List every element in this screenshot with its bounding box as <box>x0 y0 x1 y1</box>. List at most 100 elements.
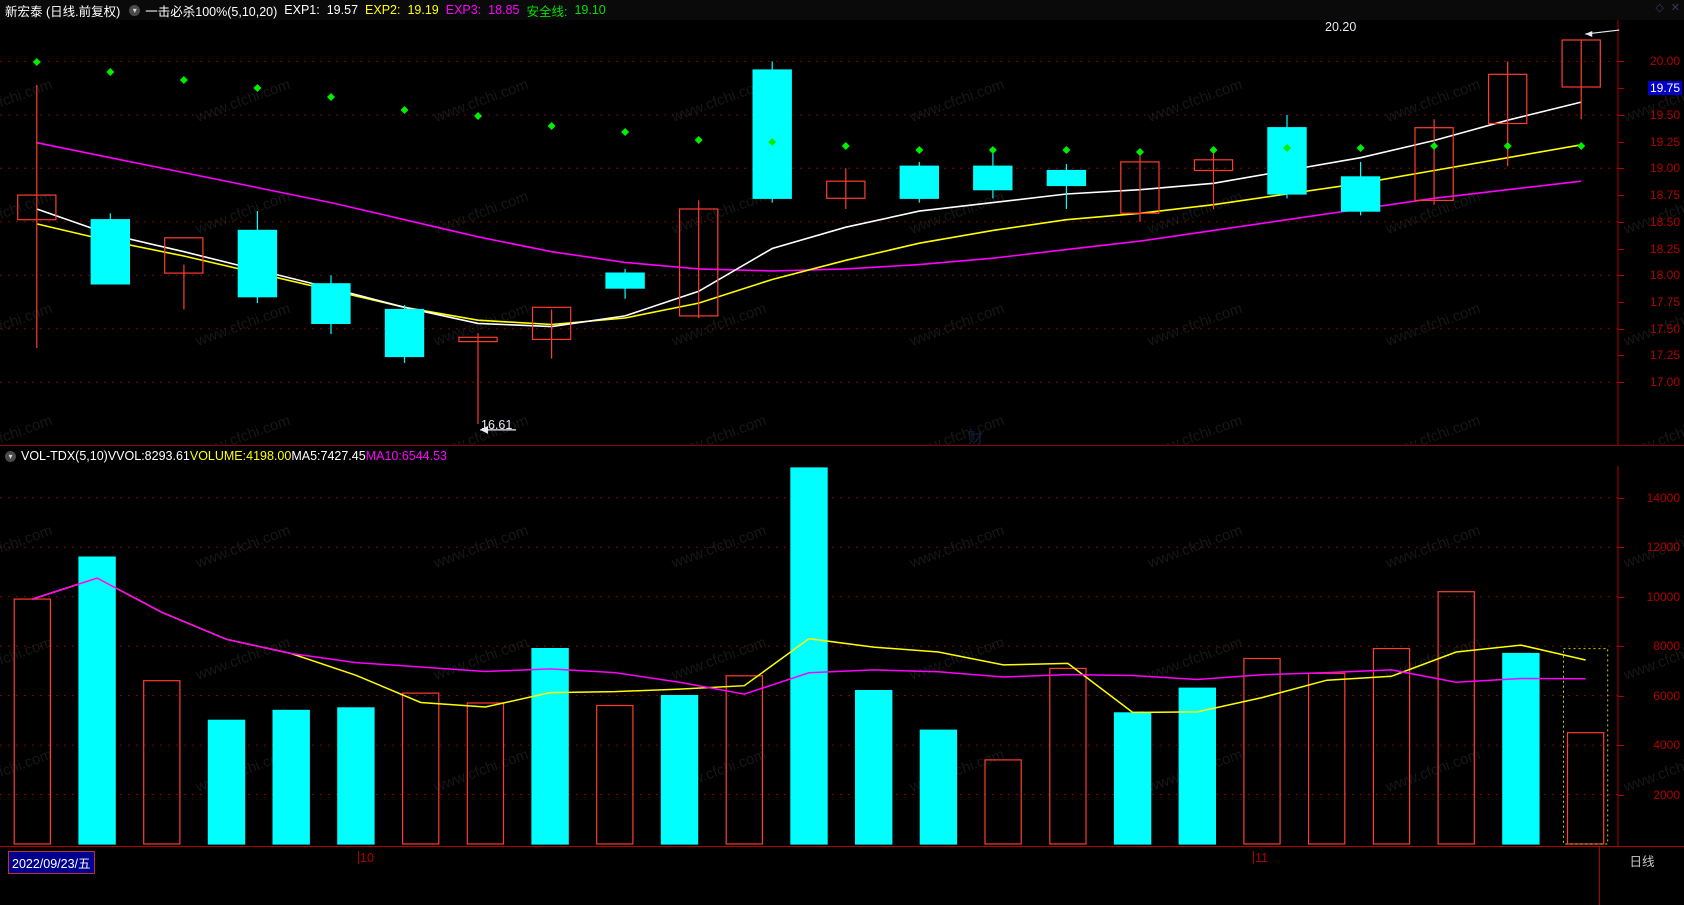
svg-text:www.cfchi.com: www.cfchi.com <box>431 746 531 796</box>
svg-text:www.cfchi.com: www.cfchi.com <box>0 300 55 350</box>
svg-text:www.cfchi.com: www.cfchi.com <box>0 76 55 126</box>
volume-tick-mark <box>1618 547 1624 549</box>
price-tick-mark <box>1618 302 1624 303</box>
window-controls: ◇ ✕ <box>1655 1 1680 14</box>
svg-text:www.cfchi.com: www.cfchi.com <box>907 300 1007 350</box>
svg-text:www.cfchi.com: www.cfchi.com <box>1383 300 1483 350</box>
price-tick-mark <box>1618 168 1624 170</box>
symbol-label[interactable]: 新宏泰 (日线.前复权) <box>5 4 121 19</box>
svg-text:www.cfchi.com: www.cfchi.com <box>1145 412 1245 445</box>
price-tick-mark <box>1618 355 1624 357</box>
exp3-value: 18.85 <box>488 3 520 17</box>
price-tick-17-75: 17.75 <box>1649 295 1680 309</box>
close-icon[interactable]: ✕ <box>1670 2 1680 14</box>
volume-panel-header: ▾ VOL-TDX(5,10) VVOL: 8293.61 VOLUME: 41… <box>0 446 1684 466</box>
volume-label: VOLUME: <box>189 449 247 463</box>
svg-text:www.cfchi.com: www.cfchi.com <box>1383 412 1483 445</box>
svg-text:www.cfchi.com: www.cfchi.com <box>669 300 769 350</box>
volume-tick-12000: 12000 <box>1646 540 1680 555</box>
svg-text:www.cfchi.com: www.cfchi.com <box>1383 188 1483 238</box>
selected-date-label[interactable]: 2022/09/23/五 <box>8 851 95 874</box>
volume-tick-6000: 6000 <box>1653 688 1680 703</box>
indicator-name-label[interactable]: 一击必杀100%(5,10,20) <box>145 4 278 19</box>
price-tick-18-00: 18.00 <box>1649 268 1680 283</box>
safety-line-value: 19.10 <box>574 3 606 17</box>
svg-text:www.cfchi.com: www.cfchi.com <box>1145 522 1245 572</box>
price-tick-mark <box>1618 248 1624 250</box>
chevron-down-icon[interactable]: ▾ <box>5 450 16 462</box>
vol-indicator-name-label[interactable]: VOL-TDX(5,10) <box>21 449 108 463</box>
svg-text:www.cfchi.com: www.cfchi.com <box>193 634 293 684</box>
exp1-value: 19.57 <box>326 3 359 17</box>
ma5-value: 7427.45 <box>320 449 366 463</box>
panel-divider <box>0 445 1684 446</box>
chevron-down-icon[interactable]: ▾ <box>129 4 141 16</box>
price-tick-mark <box>1618 221 1624 223</box>
svg-text:www.cfchi.com: www.cfchi.com <box>193 412 293 445</box>
volume-tick-2000: 2000 <box>1653 787 1680 802</box>
price-tick-18-25: 18.25 <box>1649 241 1680 256</box>
exp1-label: EXP1: <box>284 3 320 17</box>
volume-tick-mark <box>1618 596 1624 598</box>
svg-text:www.cfchi.com: www.cfchi.com <box>1145 188 1245 238</box>
volume-tick-8000: 8000 <box>1653 639 1680 654</box>
price-tick-19-75[interactable]: 19.75 <box>1647 81 1682 96</box>
high-price-annotation: 20.20 <box>1325 20 1357 34</box>
svg-text:www.cfchi.com: www.cfchi.com <box>0 634 55 684</box>
ma10-value: 6544.53 <box>401 449 448 463</box>
price-tick-mark <box>1618 88 1624 90</box>
price-tick-19-00: 19.00 <box>1649 161 1680 176</box>
time-mark-11: 11 <box>1253 851 1268 865</box>
price-chart-panel[interactable]: www.cfchi.com www.cfchi.com www.cfchi.com w… <box>0 20 1684 445</box>
volume-chart-panel[interactable]: www.cfchi.com www.cfchi.com www.cfchi.com w… <box>0 466 1684 846</box>
exp3-label: EXP3: <box>445 3 482 17</box>
price-tick-mark <box>1618 195 1624 197</box>
volume-tick-mark <box>1618 794 1624 796</box>
price-tick-mark <box>1618 275 1624 277</box>
svg-text:www.cfchi.com: www.cfchi.com <box>907 412 1007 445</box>
exp2-value: 19.19 <box>407 3 439 17</box>
svg-text:www.cfchi.com: www.cfchi.com <box>431 188 531 238</box>
price-tick-17-50: 17.50 <box>1649 321 1680 336</box>
svg-text:www.cfchi.com: www.cfchi.com <box>1621 412 1684 445</box>
price-tick-17-25: 17.25 <box>1649 348 1680 363</box>
svg-text:www.cfchi.com: www.cfchi.com <box>431 76 531 126</box>
svg-text:www.cfchi.com: www.cfchi.com <box>669 634 769 684</box>
vvol-label: VVOL: <box>107 449 145 463</box>
price-tick-19-25: 19.25 <box>1649 134 1680 149</box>
price-tick-mark <box>1618 141 1624 143</box>
price-tick-mark <box>1618 114 1624 116</box>
svg-text:www.cfchi.com: www.cfchi.com <box>1383 634 1483 684</box>
ma5-label: MA5: <box>291 449 321 463</box>
diamond-icon[interactable]: ◇ <box>1655 2 1664 14</box>
exp2-label: EXP2: <box>365 3 401 17</box>
svg-text:www.cfchi.com: www.cfchi.com <box>193 300 293 350</box>
price-tick-17-00: 17.00 <box>1649 375 1680 390</box>
low-price-annotation: 16.61 <box>481 418 513 432</box>
safety-line-label: 安全线: <box>526 4 568 19</box>
volume-tick-4000: 4000 <box>1653 738 1680 753</box>
price-tick-20-00: 20.00 <box>1649 54 1680 69</box>
svg-text:www.cfchi.com: www.cfchi.com <box>1145 76 1245 126</box>
volume-tick-mark <box>1618 497 1624 499</box>
price-tick-mark <box>1618 328 1624 330</box>
price-tick-mark <box>1618 61 1624 63</box>
svg-text:www.cfchi.com: www.cfchi.com <box>0 746 55 796</box>
price-panel-header: 新宏泰 (日线.前复权) ▾ 一击必杀100%(5,10,20) EXP1: 1… <box>0 0 1684 20</box>
volume-tick-mark <box>1618 745 1624 747</box>
svg-text:www.cfchi.com: www.cfchi.com <box>0 412 55 445</box>
svg-text:www.cfchi.com: www.cfchi.com <box>431 634 531 684</box>
svg-text:www.cfchi.com: www.cfchi.com <box>669 412 769 445</box>
price-tick-18-75: 18.75 <box>1649 188 1680 203</box>
time-mark-10: 10 <box>358 851 374 865</box>
price-tick-mark <box>1618 382 1624 384</box>
time-axis-bar: 2022/09/23/五 10 11 日线 <box>0 846 1684 905</box>
period-label[interactable]: 日线 <box>1599 846 1684 905</box>
watermark-cn: 财 <box>968 430 984 447</box>
svg-text:www.cfchi.com: www.cfchi.com <box>1383 76 1483 126</box>
volume-value: 4198.00 <box>246 449 292 463</box>
vvol-value: 8293.61 <box>144 449 190 463</box>
svg-text:www.cfchi.com: www.cfchi.com <box>193 522 293 572</box>
volume-tick-14000: 14000 <box>1646 490 1680 505</box>
